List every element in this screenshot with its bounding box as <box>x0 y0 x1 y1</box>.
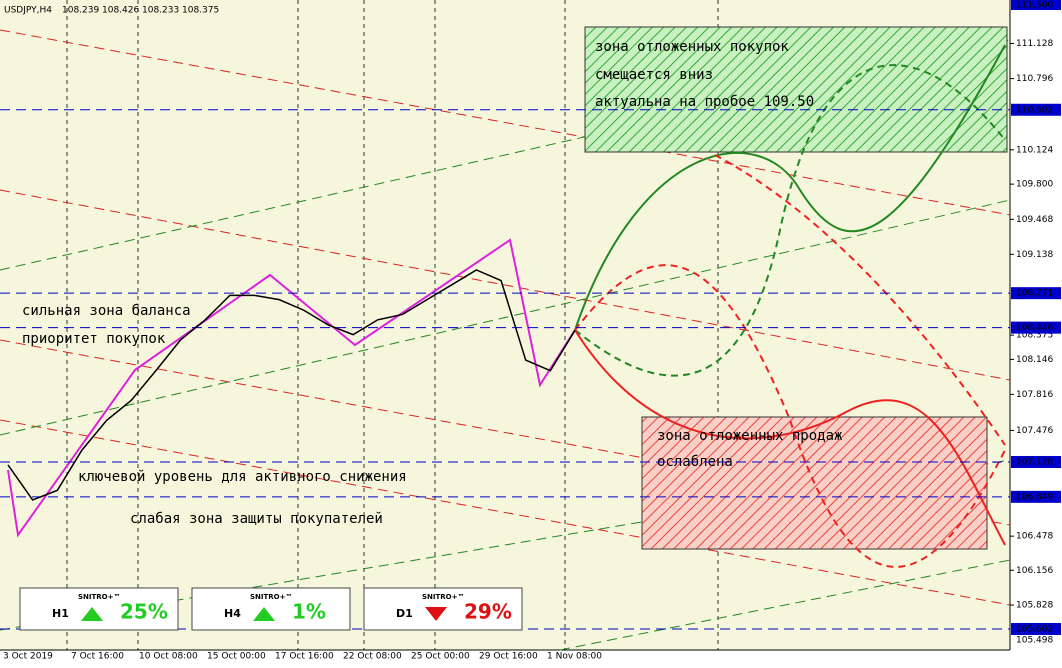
annotation: слабая зона защиты покупателей <box>130 511 383 527</box>
ohlc-value: 108.239 <box>62 6 99 16</box>
badge-brand: SNITRO+™ <box>250 593 293 601</box>
y-tick-label: 109.800 <box>1016 180 1053 190</box>
x-tick-label: 1 Nov 08:00 <box>547 652 602 662</box>
level-label: 108.446 <box>1016 323 1053 333</box>
y-tick-label: 106.156 <box>1016 566 1053 576</box>
y-tick-label: 111.128 <box>1016 39 1053 49</box>
buy-zone <box>584 26 1008 153</box>
badge-timeframe: H4 <box>224 607 241 620</box>
x-tick-label: 29 Oct 16:00 <box>479 652 538 662</box>
y-tick-label: 107.816 <box>1016 390 1053 400</box>
x-tick-label: 17 Oct 16:00 <box>275 652 334 662</box>
y-tick-label: 108.146 <box>1016 355 1053 365</box>
x-tick-label: 10 Oct 08:00 <box>139 652 198 662</box>
level-label-bg <box>1011 455 1061 468</box>
y-limit-label: 111.500 <box>1016 1 1053 11</box>
y-tick-label: 107.476 <box>1016 426 1053 436</box>
signal-arrow <box>81 607 103 621</box>
ohlc-value: 108.233 <box>142 6 179 16</box>
x-tick-label: 25 Oct 00:00 <box>411 652 470 662</box>
annotation: актуальна на пробое 109.50 <box>595 94 814 110</box>
level-label-bg <box>1011 490 1061 503</box>
level-label: 105.602 <box>1016 624 1053 634</box>
annotation: приоритет покупок <box>22 331 166 347</box>
forecast-paths <box>574 44 1006 568</box>
annotation: сильная зона баланса <box>22 303 191 319</box>
badge-box <box>191 587 351 631</box>
annotation: зона отложенных продаж <box>657 428 843 444</box>
signal-badge: SNITRO+™ H1 25% <box>19 587 179 631</box>
level-label-bg <box>1011 287 1061 300</box>
signal-value: 29% <box>464 600 512 624</box>
signal-value: 25% <box>120 600 168 624</box>
badge-timeframe: D1 <box>396 607 413 620</box>
y-tick-label: 108.375 <box>1016 331 1053 341</box>
badge-brand: SNITRO+™ <box>422 593 465 601</box>
symbol: USDJPY,H4 <box>4 6 52 16</box>
x-tick-label: 22 Oct 08:00 <box>343 652 402 662</box>
badge-timeframe: H1 <box>52 607 69 620</box>
level-label: 106.849 <box>1016 492 1053 502</box>
price-line <box>7 269 576 501</box>
x-tick-label: 3 Oct 2019 <box>3 652 53 662</box>
level-label-bg <box>1011 622 1061 635</box>
level-label: 107.178 <box>1016 457 1053 467</box>
signal-badge: SNITRO+™ D1 29% <box>363 587 523 631</box>
level-label-bg <box>1011 0 1061 10</box>
y-limit-label: 105.498 <box>1016 636 1053 646</box>
level-label-bg <box>1011 321 1061 334</box>
annotation: ключевой уровень для активного снижения <box>78 469 407 485</box>
ohlc-value: 108.426 <box>102 6 139 16</box>
ohlc-value: 108.375 <box>182 6 219 16</box>
y-tick-label: 106.478 <box>1016 532 1053 542</box>
y-tick-label: 109.138 <box>1016 250 1053 260</box>
x-tick-label: 7 Oct 16:00 <box>71 652 124 662</box>
annotation: смещается вниз <box>595 67 713 83</box>
level-label: 110.502 <box>1016 105 1053 115</box>
badge-brand: SNITRO+™ <box>78 593 121 601</box>
signal-value: 1% <box>292 600 326 624</box>
level-label: 108.771 <box>1016 289 1053 299</box>
y-tick-label: 109.468 <box>1016 215 1053 225</box>
signal-arrow <box>253 607 275 621</box>
signal-arrow <box>425 607 447 621</box>
signal-badge: SNITRO+™ H4 1% <box>191 587 351 631</box>
y-tick-label: 110.796 <box>1016 74 1053 84</box>
zigzag <box>7 238 576 538</box>
y-tick-label: 105.828 <box>1016 601 1053 611</box>
badge-box <box>19 587 179 631</box>
level-label-bg <box>1011 103 1061 116</box>
y-tick-label: 110.124 <box>1016 145 1053 155</box>
annotation: зона отложенных покупок <box>595 39 789 55</box>
x-tick-label: 15 Oct 00:00 <box>207 652 266 662</box>
